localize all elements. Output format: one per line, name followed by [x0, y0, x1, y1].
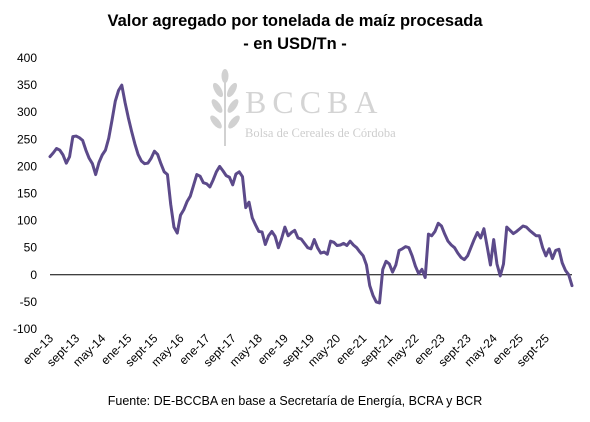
y-tick-label: 300: [17, 105, 37, 119]
watermark-text: BCCBA: [245, 84, 384, 120]
y-tick-label: 150: [17, 187, 37, 201]
y-tick-label: -50: [20, 295, 38, 309]
y-tick-label: 0: [30, 268, 37, 282]
watermark-logo: [205, 68, 245, 153]
y-tick-label: 50: [24, 241, 38, 255]
y-tick-label: 200: [17, 159, 37, 173]
wheat-icon: [210, 69, 240, 146]
y-tick-label: 400: [17, 51, 37, 65]
series-line: [48, 83, 574, 305]
chart-subtitle: - en USD/Tn -: [243, 35, 347, 53]
y-tick-label: 350: [17, 78, 37, 92]
watermark-org: Bolsa de Cereales de Córdoba: [245, 126, 396, 140]
y-tick-label: 250: [17, 132, 37, 146]
chart-title: Valor agregado por tonelada de maíz proc…: [107, 12, 483, 30]
y-axis-labels: -100 -50 0 50 100 150 200 250 300 350 400: [13, 51, 37, 336]
x-axis-labels: ene-13sept-13may-14ene-15sept-15may-16en…: [20, 331, 552, 369]
y-tick-label: -100: [13, 322, 37, 336]
y-tick-label: 100: [17, 214, 37, 228]
source-note: Fuente: DE-BCCBA en base a Secretaría de…: [107, 394, 483, 408]
